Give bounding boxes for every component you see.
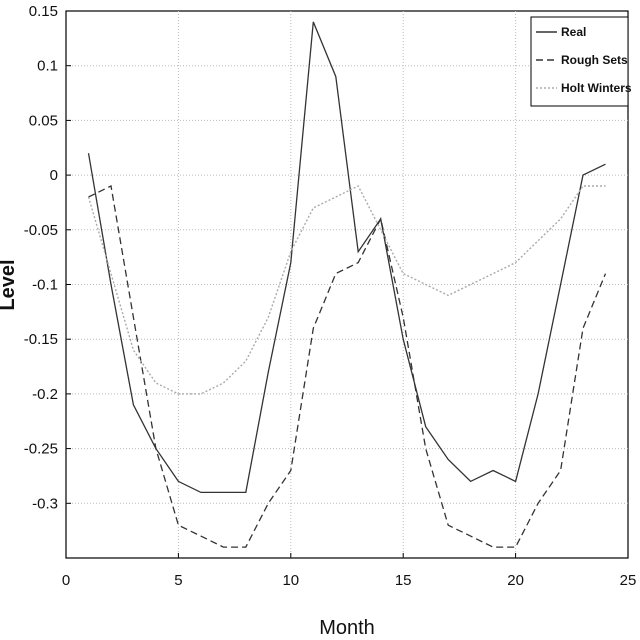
legend-label-real: Real	[561, 25, 586, 39]
y-tick-label: 0.15	[29, 3, 58, 20]
x-axis-title: Month	[319, 617, 375, 639]
y-axis-title: Level	[0, 259, 19, 310]
x-tick-label: 25	[620, 572, 637, 589]
x-tick-label: 15	[395, 572, 412, 589]
y-tick-label: 0.05	[29, 112, 58, 129]
legend-label-rough-sets: Rough Sets	[561, 53, 628, 67]
series-line-real	[87, 21, 606, 494]
y-tick-label: -0.05	[24, 222, 58, 239]
y-tick-label: 0.1	[37, 58, 58, 75]
y-tick-label: -0.25	[24, 441, 58, 458]
y-tick-label: -0.1	[32, 277, 58, 294]
y-tick-label: -0.15	[24, 331, 58, 348]
series-line-holt-winters	[87, 185, 606, 395]
y-tick-label: 0	[50, 167, 58, 184]
x-tick-label: 10	[282, 572, 299, 589]
series-line-rough-sets	[88, 185, 607, 548]
y-tick-label: -0.3	[32, 495, 58, 512]
x-tick-label: 20	[507, 572, 524, 589]
axis-ticks: 0 5 10 15 20 25 0.15 0.1 0.05 0 -0.05 -0.1 -0.15 -0.2…	[24, 3, 637, 589]
series-lines	[87, 21, 607, 548]
y-tick-label: -0.2	[32, 386, 58, 403]
legend: Real Rough Sets Holt Winters	[530, 16, 632, 107]
x-tick-label: 5	[174, 572, 182, 589]
x-tick-label: 0	[62, 572, 70, 589]
legend-label-holt-winters: Holt Winters	[561, 81, 632, 95]
